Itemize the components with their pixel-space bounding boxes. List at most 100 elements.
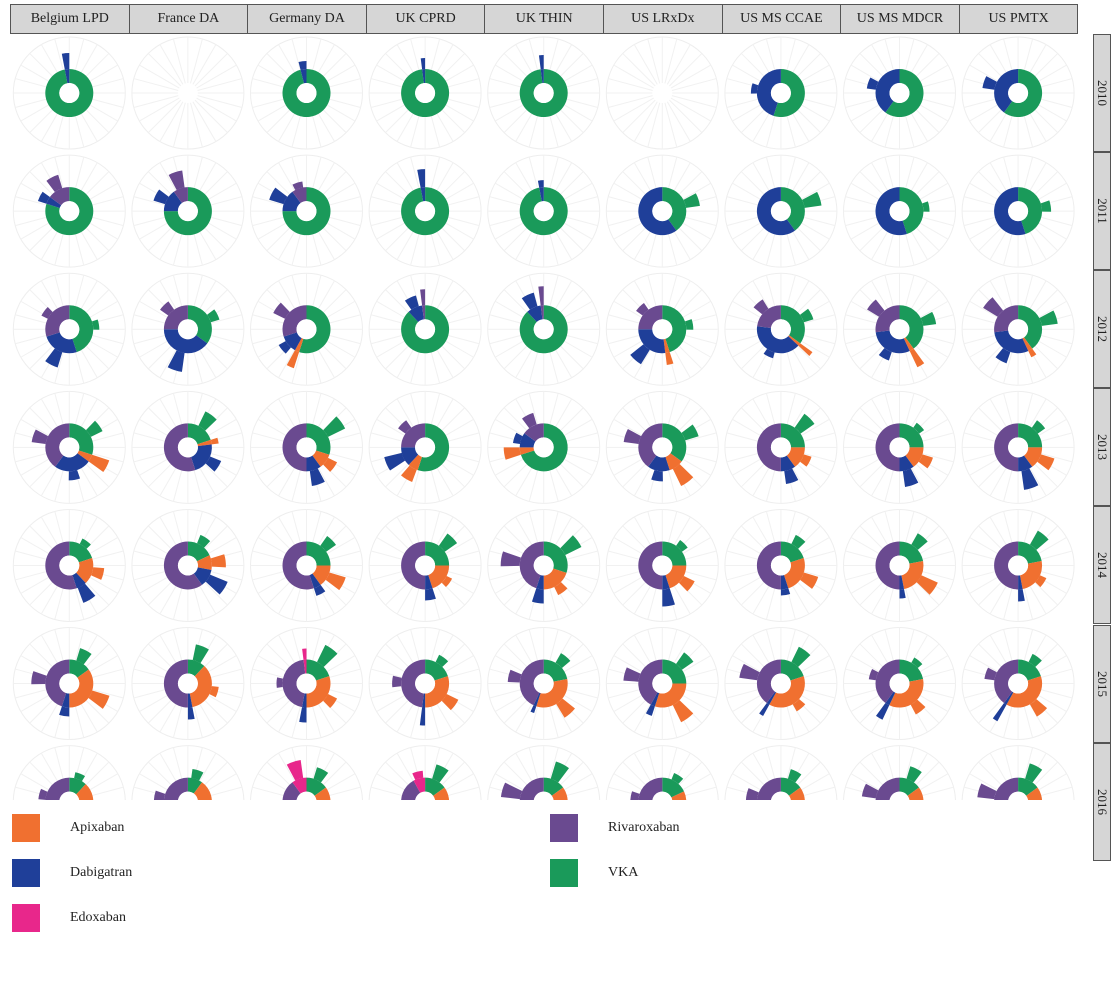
inner-ring-segment: [292, 187, 307, 204]
inner-ring-segment: [45, 69, 94, 118]
inner-ring-segment: [901, 560, 924, 590]
outer-spike: [207, 309, 220, 323]
outer-spike: [920, 311, 937, 326]
inner-ring-segment: [408, 305, 424, 322]
center-hole: [59, 319, 80, 340]
inner-ring-segment: [773, 69, 805, 118]
inner-ring-segment: [1006, 676, 1043, 708]
inner-ring-segment: [1018, 659, 1041, 681]
sunburst-cell: [605, 272, 719, 386]
inner-ring-segment: [540, 69, 544, 84]
inner-ring-segment: [69, 305, 94, 353]
sunburst-cell: [487, 390, 601, 504]
outer-spike: [198, 411, 217, 431]
sunburst-cell: [131, 627, 245, 741]
outer-spike: [160, 301, 175, 316]
sunburst-cell: [605, 36, 719, 150]
outer-spike: [401, 465, 417, 482]
column-header: US MS MDCR: [840, 4, 960, 34]
column-header: US MS CCAE: [721, 4, 842, 34]
outer-spike: [763, 348, 775, 359]
background-gridline: [197, 95, 243, 109]
outer-spike: [384, 452, 406, 471]
inner-ring-segment: [55, 453, 89, 472]
inner-ring-segment: [520, 423, 568, 472]
center-hole: [296, 437, 317, 458]
center-hole: [1008, 555, 1029, 576]
sunburst-cell: [368, 627, 482, 741]
center-hole: [770, 201, 791, 222]
sunburst-cell: [724, 508, 838, 622]
row-header: 2015: [1093, 624, 1111, 743]
inner-ring-segment: [1018, 455, 1033, 472]
inner-ring-segment: [638, 423, 663, 467]
sunburst-cell: [724, 154, 838, 268]
inner-ring-segment: [662, 574, 670, 590]
sunburst-cell: [368, 154, 482, 268]
sunburst-cell: [12, 36, 126, 150]
background-gridline: [647, 38, 661, 84]
inner-ring-segment: [875, 187, 907, 236]
outer-spike: [676, 652, 694, 670]
background-gridline: [147, 53, 182, 87]
inner-ring-segment: [314, 787, 331, 800]
outer-spike: [984, 667, 997, 681]
center-hole: [1008, 319, 1029, 340]
center-hole: [59, 673, 80, 694]
outer-spike: [645, 704, 655, 716]
center-hole: [652, 319, 673, 340]
background-gridline: [666, 101, 691, 142]
outer-spike: [1029, 530, 1049, 550]
sunburst-cell: [843, 745, 956, 800]
center-hole: [533, 201, 554, 222]
inner-ring-segment: [786, 447, 805, 467]
legend-label: VKA: [608, 865, 639, 880]
legend-swatch: [12, 814, 40, 842]
sunburst-cell: [843, 508, 956, 622]
background-gridline: [192, 44, 217, 85]
inner-ring-segment: [422, 693, 426, 708]
inner-ring-segment: [196, 555, 212, 570]
outer-spike: [269, 187, 288, 205]
outer-spike: [522, 412, 537, 429]
outer-spike: [420, 58, 426, 70]
center-hole: [889, 673, 910, 694]
outer-spike: [77, 583, 96, 603]
inner-ring-segment: [638, 305, 663, 330]
inner-ring-segment: [45, 659, 70, 707]
inner-ring-segment: [875, 423, 900, 472]
outer-spike: [875, 702, 890, 720]
outer-spike: [398, 420, 412, 434]
inner-ring-segment: [662, 541, 687, 566]
center-hole: [889, 437, 910, 458]
legend-swatch: [12, 904, 40, 932]
center-hole: [296, 673, 317, 694]
center-hole: [533, 791, 554, 800]
outer-spike: [538, 286, 544, 306]
outer-spike: [791, 534, 806, 549]
outer-spike: [298, 61, 307, 70]
outer-spike: [323, 457, 338, 472]
outer-spike: [503, 447, 521, 460]
inner-ring-segment: [283, 332, 302, 351]
outer-spike: [168, 170, 185, 190]
inner-ring-segment: [994, 541, 1019, 590]
background-gridline: [613, 97, 654, 122]
outer-spike: [41, 306, 53, 319]
sunburst-cell: [131, 508, 245, 622]
outer-spike: [1025, 763, 1043, 783]
inner-ring-segment: [282, 541, 314, 590]
sunburst-cell: [12, 508, 126, 622]
row-header: 2010: [1093, 34, 1111, 153]
inner-ring-segment: [282, 187, 331, 236]
outer-spike: [555, 653, 571, 669]
inner-ring-segment: [903, 337, 914, 351]
background-gridline: [196, 97, 237, 122]
inner-ring-segment: [417, 423, 450, 472]
outer-spike: [79, 538, 91, 549]
inner-ring-segment: [671, 791, 687, 800]
inner-ring-segment: [69, 423, 94, 455]
center-hole: [177, 437, 198, 458]
background-gridline: [190, 102, 203, 148]
inner-ring-segment: [163, 191, 183, 212]
